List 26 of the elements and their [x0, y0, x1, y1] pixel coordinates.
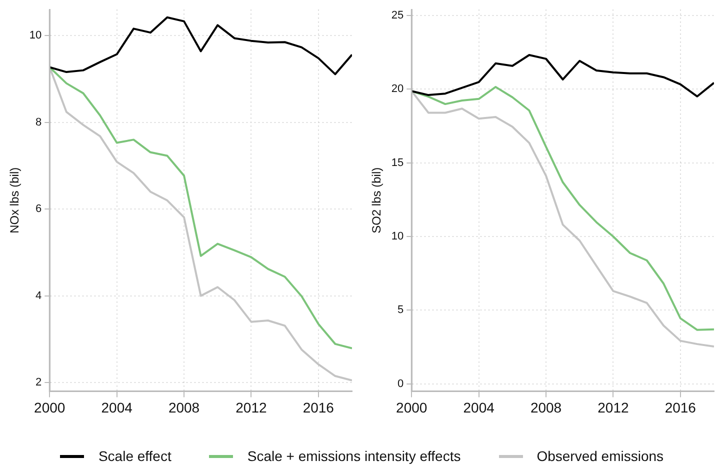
x-tick-label: 2012 — [598, 399, 629, 416]
y-tick-label: 8 — [36, 116, 42, 128]
y-tick-label: 15 — [391, 156, 404, 169]
y-tick-label: 20 — [391, 83, 404, 96]
y-tick-label: 4 — [36, 290, 42, 302]
x-tick-label: 2000 — [396, 399, 428, 416]
x-tick-label: 2016 — [664, 399, 696, 416]
y-tick-label: 0 — [398, 378, 404, 390]
y-tick-label: 10 — [391, 230, 404, 243]
y-tick-label: 6 — [36, 203, 42, 216]
x-tick-label: 2000 — [34, 399, 66, 416]
y-tick-label: 5 — [398, 304, 404, 316]
legend-label: Scale + emissions intensity effects — [247, 448, 461, 464]
x-tick-label: 2008 — [168, 399, 200, 416]
y-axis-title: SO2 lbs (bil) — [370, 167, 384, 234]
x-tick-label: 2004 — [463, 399, 495, 416]
y-tick-label: 10 — [29, 30, 42, 42]
x-tick-label: 2004 — [101, 399, 133, 416]
x-tick-label: 2012 — [236, 399, 267, 416]
y-tick-label: 25 — [391, 10, 404, 22]
legend-label: Observed emissions — [536, 448, 664, 464]
x-tick-label: 2016 — [302, 399, 334, 416]
x-tick-label: 2008 — [530, 399, 562, 416]
y-axis-title: NOx lbs (bil) — [8, 167, 22, 234]
y-tick-label: 2 — [36, 376, 42, 389]
legend-label: Scale effect — [98, 448, 172, 464]
